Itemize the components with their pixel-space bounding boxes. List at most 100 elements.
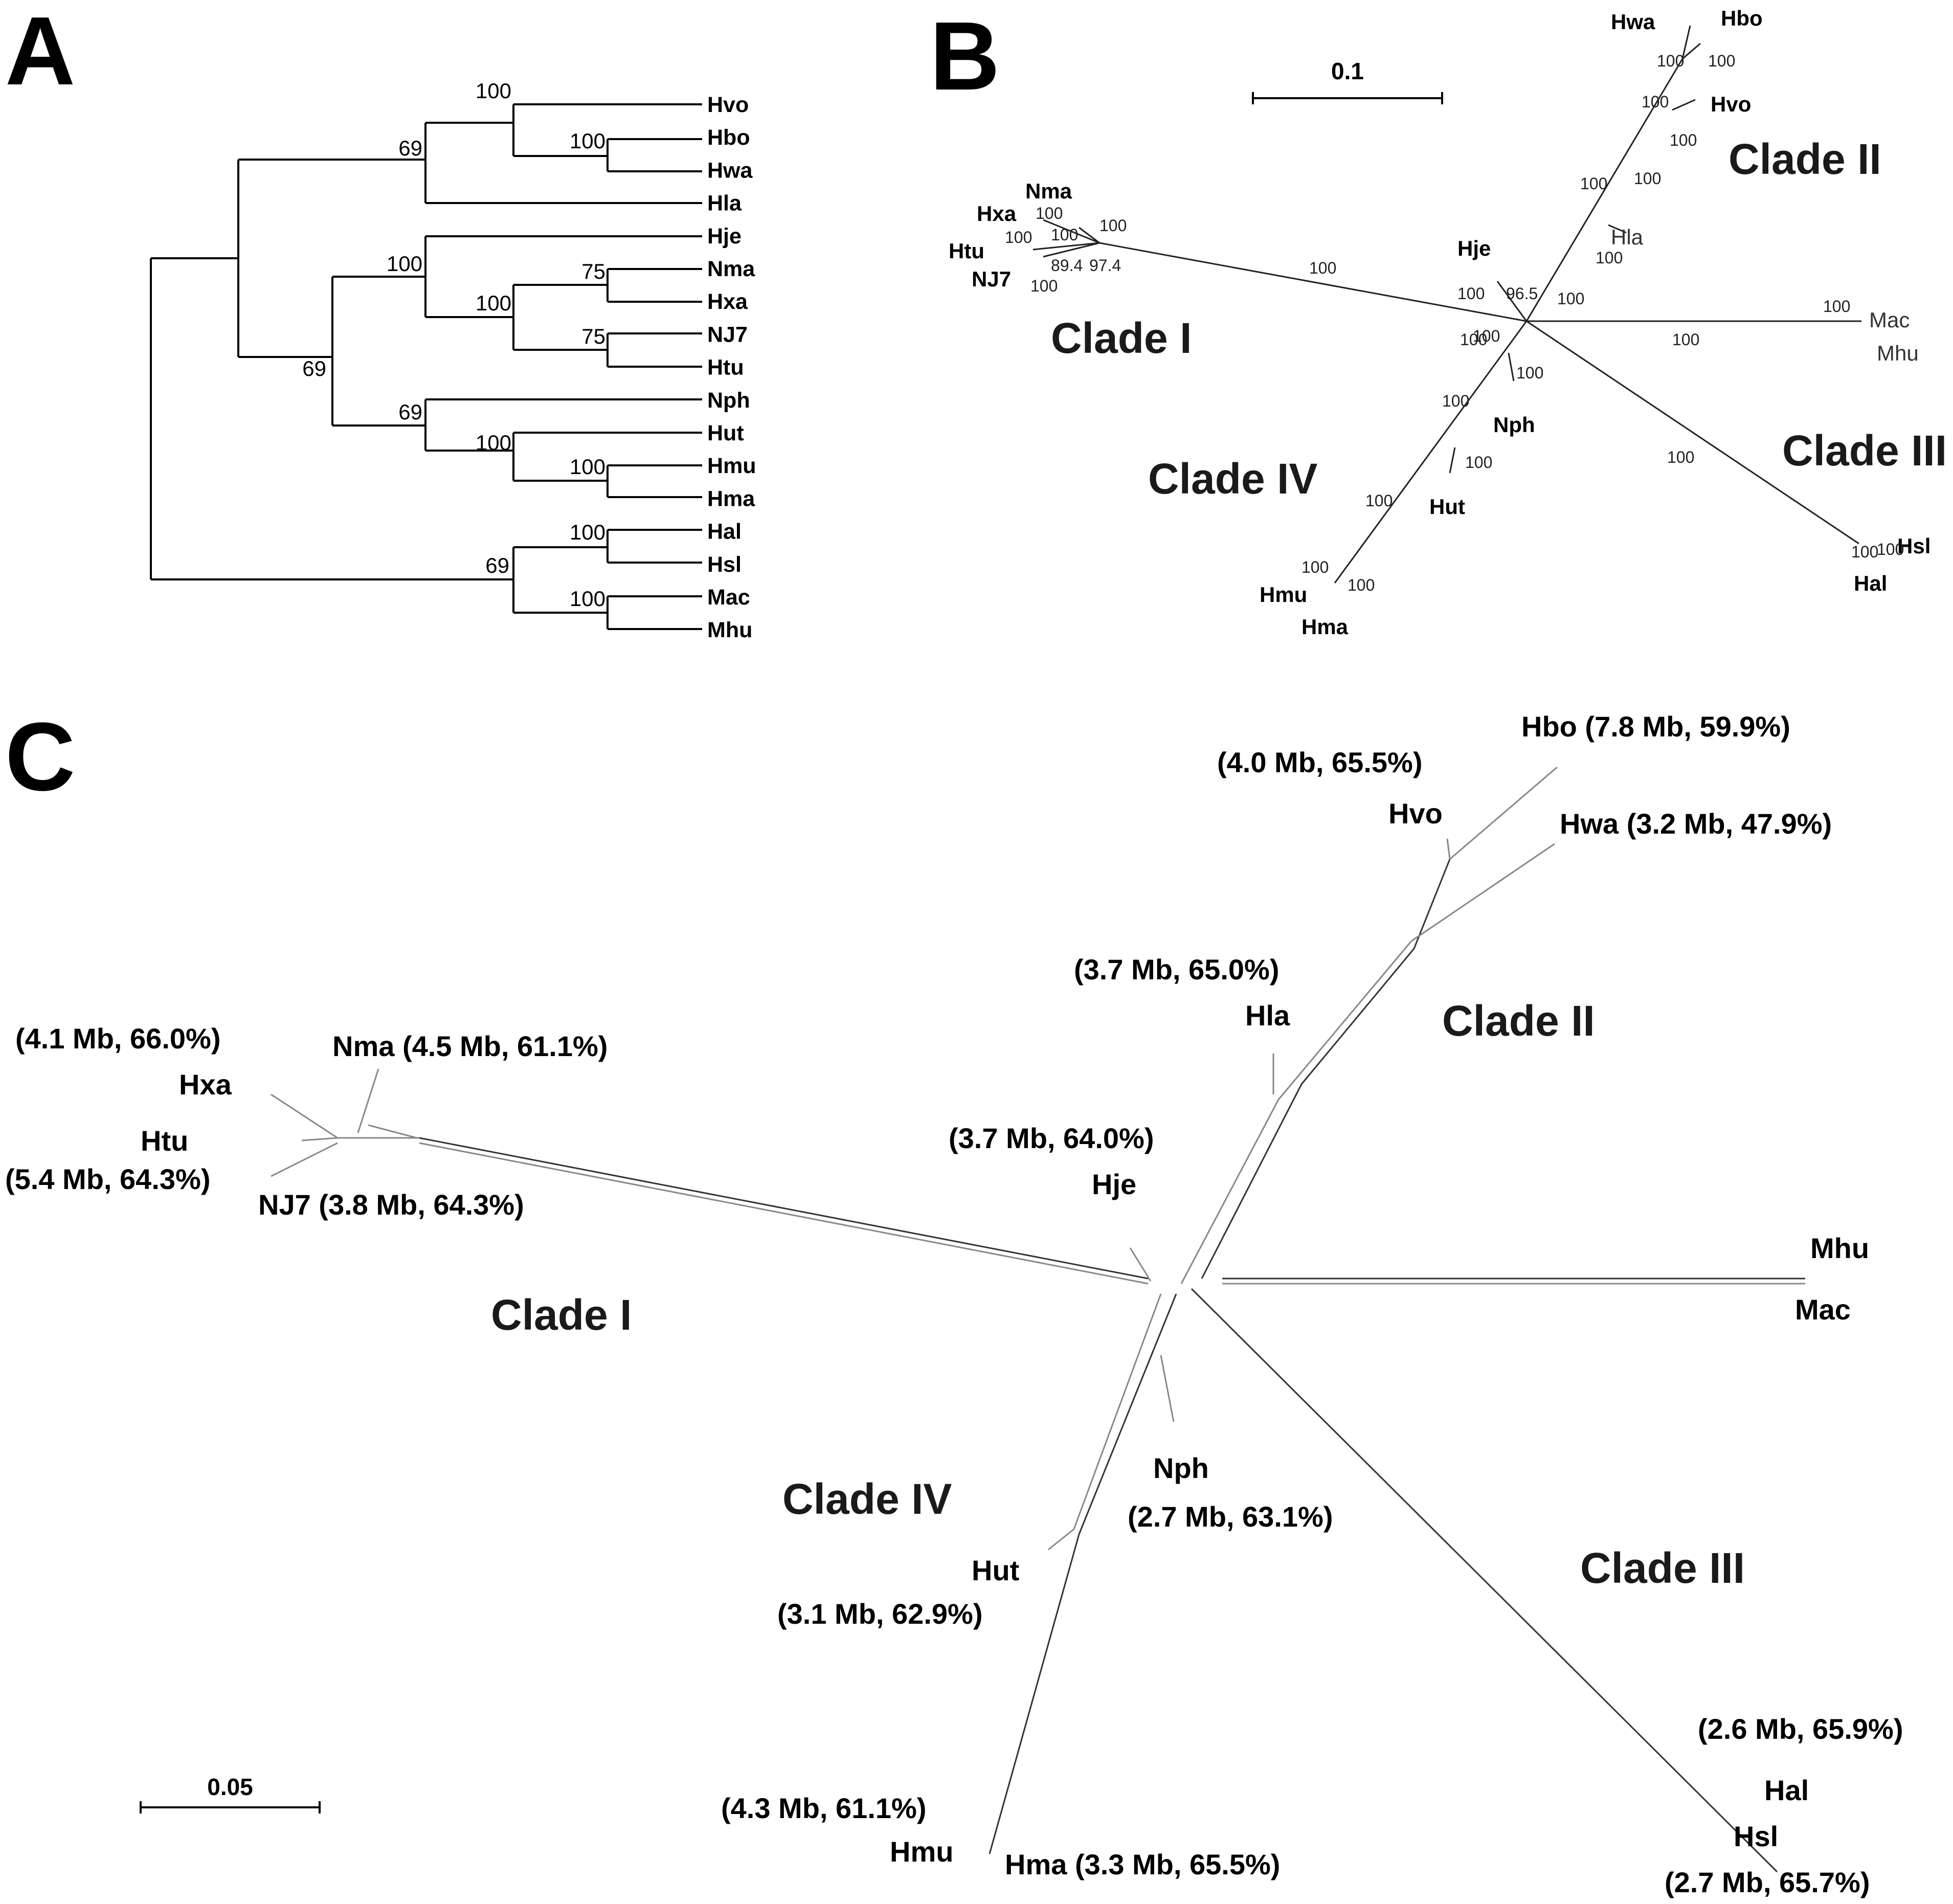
edge-clade-ii-leaves (1272, 766, 1558, 1094)
clade-label: Clade III (1782, 427, 1947, 475)
taxon-label: Hsl (1734, 1820, 1778, 1852)
clade-labels-b: Clade I Clade II Clade III Clade IV (1051, 135, 1947, 503)
branch-clade-iv (1334, 321, 1528, 584)
leaf-label-nma: Nma (707, 257, 755, 281)
taxon-label: Hbo (7.8 Mb, 59.9%) (1521, 710, 1790, 743)
support-value: 100 (1457, 284, 1485, 303)
support-value: 100 (1465, 453, 1492, 472)
leaf-label: Nma (1025, 179, 1072, 203)
support-value: 100 (1670, 131, 1697, 149)
branch-clade-i (1099, 242, 1527, 322)
taxon-label: Mac (1795, 1293, 1851, 1326)
support-value: 100 (1460, 330, 1487, 349)
leaf-label-hxa: Hxa (707, 289, 748, 314)
edge-clade-ii-parallel (1180, 940, 1412, 1284)
support-value: 100 (387, 252, 422, 276)
support-value: 69 (485, 553, 509, 577)
support-value: 100 (570, 129, 605, 153)
leaf-label: Hal (1854, 571, 1887, 595)
leaf-label: Hbo (1721, 6, 1763, 30)
taxon-annotation: (2.6 Mb, 65.9%) (1698, 1713, 1903, 1745)
support-value: 100 (1851, 543, 1878, 561)
support-value: 100 (1309, 259, 1336, 277)
leaf-label: Hsl (1897, 534, 1930, 558)
leaf-label: Hwa (1611, 10, 1655, 34)
taxon-label: Nma (4.5 Mb, 61.1%) (332, 1030, 608, 1062)
support-value: 100 (1634, 169, 1661, 188)
panel-label-a: A (5, 0, 75, 105)
edge-hje (1129, 1247, 1152, 1282)
edge-clade-iii (1191, 1288, 1778, 1873)
support-value: 97.4 (1089, 256, 1121, 275)
support-value: 100 (1099, 216, 1127, 235)
clade-label: Clade I (1051, 314, 1192, 362)
cladogram-support-values: 100 100 69 100 75 100 75 69 69 100 100 1… (302, 79, 605, 611)
taxon-label: Hal (1764, 1774, 1809, 1806)
support-value: 100 (1516, 364, 1543, 382)
leaf-label-hal: Hal (707, 520, 742, 544)
edge-clade-i-leaves (271, 1068, 419, 1177)
panel-label-c: C (5, 703, 75, 811)
edge-clade-i-parallel (419, 1142, 1149, 1285)
support-value: 100 (1708, 52, 1735, 70)
taxon-label: Hut (972, 1554, 1019, 1586)
support-value: 100 (476, 291, 511, 315)
taxon-annotation: (5.4 Mb, 64.3%) (5, 1163, 210, 1195)
leaf-label-hma: Hma (707, 486, 755, 511)
support-value: 69 (398, 400, 422, 424)
scale-bar-c: 0.05 (140, 1774, 321, 1813)
scale-bar-line (140, 1801, 321, 1813)
support-value: 96.5 (1506, 284, 1538, 303)
support-value: 100 (1365, 491, 1393, 510)
leaf-label-hmu: Hmu (707, 454, 756, 478)
panel-label-b: B (930, 2, 1000, 110)
leaf-label-hla: Hla (707, 191, 742, 216)
panel-a: A (5, 0, 756, 642)
support-value: 100 (1642, 93, 1669, 111)
leaf-label-hbo: Hbo (707, 125, 750, 150)
support-value: 100 (476, 79, 511, 103)
taxon-label: Htu (141, 1125, 188, 1157)
taxon-label: Hje (1092, 1168, 1136, 1200)
scale-bar-line (1252, 92, 1443, 104)
support-value: 100 (1473, 327, 1500, 345)
leaf-label-hvo: Hvo (707, 93, 749, 117)
support-value: 89.4 (1051, 256, 1083, 275)
leaf-label: Hvo (1711, 92, 1751, 116)
leaf-label: Hla (1611, 225, 1644, 249)
edge-clade-iv-leaves (1048, 1355, 1175, 1551)
taxon-label: Nph (1153, 1452, 1209, 1484)
support-value: 100 (1557, 289, 1584, 308)
leaf-label-nj7: NJ7 (707, 322, 748, 347)
taxon-annotation: (3.1 Mb, 62.9%) (777, 1598, 982, 1630)
taxon-annotation: (4.1 Mb, 66.0%) (15, 1022, 220, 1055)
leaf-label: Nph (1493, 413, 1535, 437)
leaf-label: Hma (1301, 615, 1349, 639)
support-value: 100 (1657, 52, 1684, 70)
leaf-label-mhu: Mhu (707, 618, 752, 642)
leaf-label-htu: Htu (707, 355, 744, 380)
support-value: 69 (302, 356, 326, 380)
taxon-annotation: (2.7 Mb, 63.1%) (1128, 1500, 1333, 1533)
edge-clade-ii (1201, 859, 1451, 1279)
support-value: 100 (1877, 540, 1904, 558)
support-value: 100 (1672, 330, 1699, 349)
support-value: 100 (1823, 297, 1850, 316)
taxon-label: Hma (3.3 Mb, 65.5%) (1005, 1848, 1280, 1880)
panel-c: C Hbo (7.8 Mb, 59.9%) (4.0 Mb, 65.5%) (5, 703, 1903, 1898)
unrooted-tree-branches (1032, 25, 1861, 584)
clade-label: Clade III (1580, 1544, 1745, 1592)
support-value: 100 (570, 520, 605, 544)
clade-label: Clade II (1442, 997, 1595, 1045)
leaf-label: Hje (1457, 236, 1491, 260)
leaf-label: Htu (949, 239, 984, 263)
branch-clade-ii-leaves (1608, 25, 1701, 234)
support-value: 100 (1667, 448, 1694, 466)
cladogram-branches (150, 103, 702, 630)
taxon-annotation: (3.7 Mb, 65.0%) (1074, 953, 1279, 985)
leaf-label: Hxa (977, 201, 1017, 226)
support-value: 75 (581, 259, 605, 283)
network-taxon-labels: Hbo (7.8 Mb, 59.9%) (4.0 Mb, 65.5%) Hvo … (5, 710, 1903, 1898)
